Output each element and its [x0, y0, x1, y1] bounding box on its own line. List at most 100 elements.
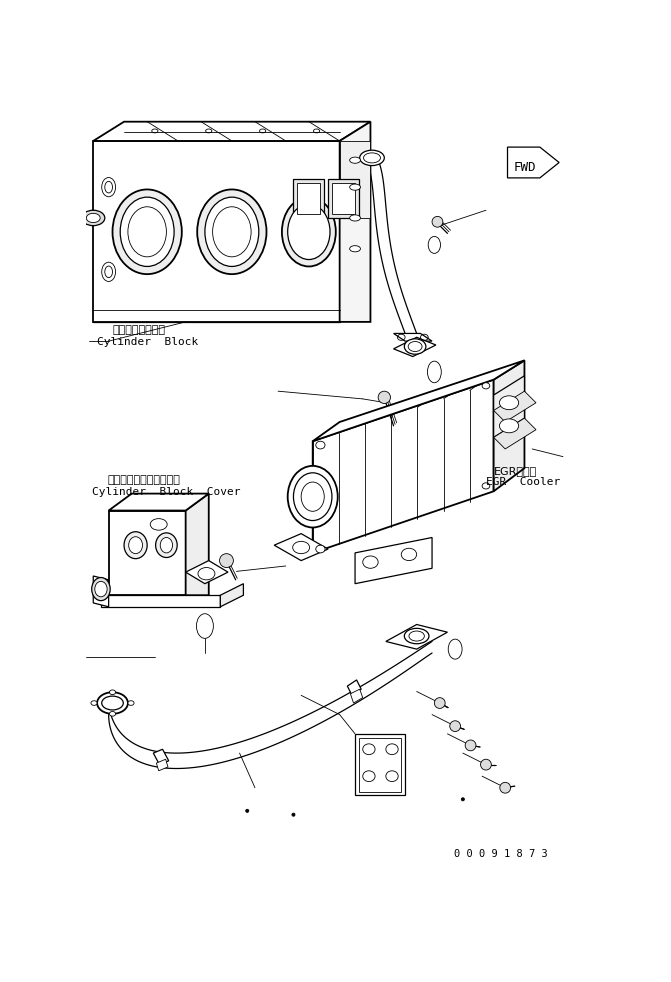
Polygon shape: [101, 595, 220, 607]
Ellipse shape: [198, 568, 215, 579]
Polygon shape: [313, 380, 494, 553]
Text: EGR  Cooler: EGR Cooler: [486, 477, 560, 487]
Ellipse shape: [427, 361, 442, 383]
Polygon shape: [274, 533, 328, 561]
Ellipse shape: [386, 743, 398, 754]
Polygon shape: [350, 689, 363, 703]
Ellipse shape: [408, 342, 422, 352]
Ellipse shape: [160, 537, 172, 553]
Ellipse shape: [109, 712, 115, 716]
Ellipse shape: [482, 383, 490, 389]
Polygon shape: [93, 141, 340, 322]
Ellipse shape: [109, 690, 115, 694]
Polygon shape: [507, 147, 559, 178]
Polygon shape: [156, 759, 168, 771]
Ellipse shape: [293, 541, 309, 554]
Ellipse shape: [363, 771, 375, 782]
Ellipse shape: [150, 518, 167, 530]
Polygon shape: [340, 122, 370, 322]
Polygon shape: [394, 334, 432, 341]
Circle shape: [434, 697, 445, 708]
Bar: [328, 180, 359, 218]
Ellipse shape: [128, 207, 166, 257]
Polygon shape: [386, 625, 448, 649]
Ellipse shape: [92, 577, 110, 601]
Polygon shape: [186, 561, 228, 583]
Ellipse shape: [448, 639, 462, 659]
Polygon shape: [313, 360, 525, 441]
Ellipse shape: [205, 197, 259, 266]
Ellipse shape: [91, 701, 97, 705]
Polygon shape: [348, 680, 361, 695]
Ellipse shape: [120, 197, 174, 266]
Text: シリンダブロック: シリンダブロック: [113, 325, 166, 335]
Polygon shape: [153, 749, 168, 765]
Ellipse shape: [113, 190, 182, 274]
Ellipse shape: [386, 771, 398, 782]
Bar: [293, 180, 324, 218]
Ellipse shape: [82, 210, 105, 226]
Bar: [355, 734, 405, 795]
Text: 0 0 0 9 1 8 7 3: 0 0 0 9 1 8 7 3: [454, 849, 548, 859]
Circle shape: [450, 721, 460, 732]
Text: Cylinder  Block  Cover: Cylinder Block Cover: [92, 487, 240, 498]
Ellipse shape: [97, 692, 128, 714]
Polygon shape: [109, 511, 186, 595]
Ellipse shape: [482, 483, 490, 489]
Circle shape: [292, 813, 295, 816]
Ellipse shape: [128, 701, 134, 705]
Text: シリンダブロックカバー: シリンダブロックカバー: [107, 475, 180, 485]
Ellipse shape: [350, 215, 360, 221]
Ellipse shape: [499, 419, 519, 433]
Circle shape: [246, 809, 249, 812]
Polygon shape: [494, 391, 536, 422]
Ellipse shape: [350, 157, 360, 163]
Ellipse shape: [197, 614, 213, 638]
Circle shape: [378, 391, 391, 404]
Circle shape: [219, 554, 234, 568]
Ellipse shape: [405, 339, 426, 355]
Ellipse shape: [316, 545, 325, 553]
Ellipse shape: [363, 556, 378, 569]
Text: EGRクーラ: EGRクーラ: [494, 465, 537, 476]
Ellipse shape: [301, 482, 324, 512]
Text: Cylinder  Block: Cylinder Block: [97, 337, 199, 347]
Ellipse shape: [350, 246, 360, 251]
Polygon shape: [494, 360, 525, 491]
Circle shape: [432, 216, 443, 227]
Ellipse shape: [401, 548, 417, 561]
Bar: [359, 737, 401, 791]
Ellipse shape: [350, 184, 360, 191]
Ellipse shape: [87, 213, 100, 223]
Polygon shape: [220, 583, 244, 607]
Circle shape: [461, 797, 464, 801]
Ellipse shape: [293, 472, 332, 520]
Ellipse shape: [124, 531, 147, 559]
Circle shape: [500, 783, 511, 793]
Ellipse shape: [288, 465, 338, 527]
Ellipse shape: [282, 197, 336, 266]
Polygon shape: [93, 576, 109, 607]
Polygon shape: [394, 337, 436, 356]
Circle shape: [480, 759, 491, 770]
Ellipse shape: [409, 631, 424, 641]
Polygon shape: [494, 418, 536, 449]
Ellipse shape: [405, 628, 429, 644]
Polygon shape: [109, 494, 209, 511]
Polygon shape: [93, 122, 370, 141]
Circle shape: [465, 740, 476, 751]
Ellipse shape: [363, 743, 375, 754]
Ellipse shape: [316, 441, 325, 449]
Bar: [340, 141, 370, 218]
Ellipse shape: [288, 204, 330, 259]
Ellipse shape: [156, 533, 177, 558]
Ellipse shape: [499, 396, 519, 409]
Ellipse shape: [197, 190, 266, 274]
Ellipse shape: [360, 150, 384, 166]
Bar: [297, 184, 321, 214]
Ellipse shape: [95, 581, 107, 597]
Ellipse shape: [213, 207, 251, 257]
Bar: [332, 184, 355, 214]
Text: FWD: FWD: [514, 161, 536, 175]
Polygon shape: [494, 376, 525, 437]
